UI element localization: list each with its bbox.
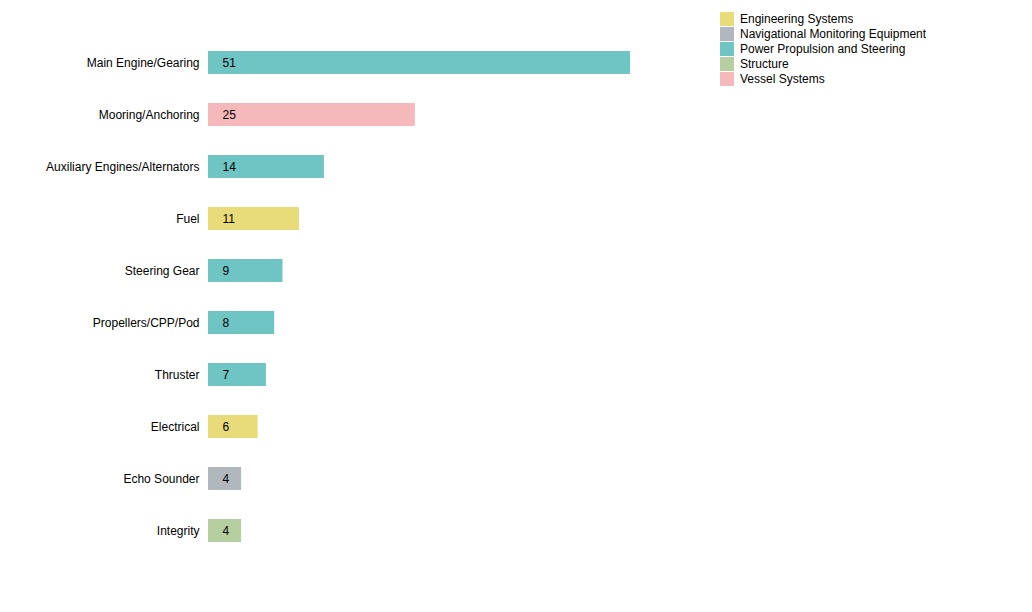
svg-text:Echo Sounder: Echo Sounder xyxy=(123,472,199,486)
svg-text:51: 51 xyxy=(223,56,237,70)
svg-text:6: 6 xyxy=(223,420,230,434)
svg-text:4: 4 xyxy=(223,472,230,486)
svg-text:Thruster: Thruster xyxy=(155,368,200,382)
html-text:Power Propulsion and Steering: Power Propulsion and Steering xyxy=(740,42,906,56)
svg-text:11: 11 xyxy=(223,212,236,226)
svg-text:9: 9 xyxy=(223,264,230,278)
svg-text:Propellers/CPP/Pod: Propellers/CPP/Pod xyxy=(93,316,200,330)
svg-text:Steering Gear: Steering Gear xyxy=(125,264,200,278)
svg-text:Auxiliary Engines/Alternators: Auxiliary Engines/Alternators xyxy=(46,160,199,174)
svg-text:14: 14 xyxy=(223,160,237,174)
html-text:Navigational Monitoring Equipm: Navigational Monitoring Equipment xyxy=(740,27,927,41)
html-text:Engineering Systems: Engineering Systems xyxy=(740,12,854,26)
svg-text:8: 8 xyxy=(223,316,230,330)
svg-text:Integrity: Integrity xyxy=(157,524,200,538)
svg-text:Main Engine/Gearing: Main Engine/Gearing xyxy=(87,56,200,70)
svg-text:7: 7 xyxy=(223,368,230,382)
svg-text:4: 4 xyxy=(223,524,230,538)
svg-text:25: 25 xyxy=(223,108,237,122)
svg-text:Electrical: Electrical xyxy=(151,420,200,434)
svg-text:Fuel: Fuel xyxy=(176,212,199,226)
html-text:Structure: Structure xyxy=(740,57,789,71)
svg-text:Mooring/Anchoring: Mooring/Anchoring xyxy=(99,108,200,122)
html-text:Vessel Systems: Vessel Systems xyxy=(740,72,825,86)
